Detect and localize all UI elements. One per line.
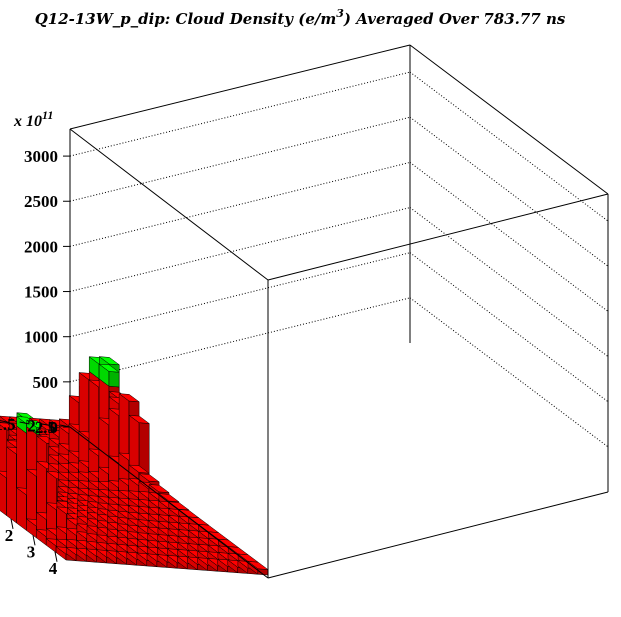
bar-face-top: [167, 501, 190, 511]
bar-face-front: [6, 446, 17, 524]
grid: [69, 71, 609, 448]
y-tick-label: 1.5: [0, 415, 16, 434]
frame-front: [69, 280, 609, 579]
title-tail: ) Averaged Over 783.77 ns: [343, 10, 566, 28]
grid-line: [409, 71, 609, 222]
grid-line: [69, 71, 411, 157]
grid-line: [409, 207, 609, 357]
z-axis-ticks: 0 500 1000 1500 2000 2500 3000: [24, 147, 70, 437]
bar-face-top: [98, 363, 120, 373]
z-tick-label: 2500: [24, 192, 58, 211]
x-tick-label: 3: [27, 542, 36, 561]
title: Q12-13W_p_dip: Cloud Density (e/m3) Aver…: [35, 7, 566, 28]
grid-line: [69, 297, 411, 383]
z-tick-label: 0: [50, 418, 59, 437]
grid-line: [409, 161, 609, 312]
bar-face-top: [128, 464, 150, 474]
bar-face-top: [128, 414, 151, 424]
z-tick-label: 1500: [24, 283, 58, 302]
bar-face-top: [138, 473, 160, 483]
grid-line: [69, 116, 411, 202]
frame-edge: [69, 44, 411, 130]
grid-line: [409, 116, 609, 267]
frame-back: [69, 44, 609, 492]
bar-face-top: [148, 484, 170, 493]
y-tick-label: 2: [27, 417, 36, 436]
exponent-power: 11: [42, 108, 53, 122]
y-tick-mark: [39, 423, 50, 426]
grid-line: [409, 252, 609, 403]
frame-edge: [267, 193, 609, 281]
title-superscript: 3: [336, 7, 344, 20]
z-tick-label: 500: [33, 373, 59, 392]
axis-exponent: x 1011: [13, 108, 53, 130]
bar-face-top: [158, 493, 180, 503]
x-tick-label: 2: [5, 526, 14, 545]
x-tick-label: 4: [49, 559, 58, 578]
frame-edge: [69, 128, 269, 281]
bar-face-top: [118, 393, 140, 403]
grid-line: [69, 161, 411, 247]
x-tick-mark: [10, 518, 14, 529]
y-tick-mark: [0, 420, 10, 423]
grid-line: [409, 297, 609, 448]
z-tick-label: 1000: [24, 328, 58, 347]
bar-face-side: [108, 371, 120, 388]
x-axis-ticks: -4-3-2-101234: [5, 518, 58, 578]
y-tick-mark: [59, 424, 71, 428]
z-tick-label: 3000: [24, 147, 58, 166]
svg-text:Q12-13W_p_dip: Cloud Density (: Q12-13W_p_dip: Cloud Density (e/m3) Aver…: [35, 7, 566, 28]
x-tick-mark: [32, 535, 36, 546]
frame-edge: [267, 491, 609, 579]
frame-edge: [409, 44, 609, 195]
exponent-base: x 10: [13, 113, 42, 130]
frame-edge: [69, 426, 269, 579]
grid-line: [69, 252, 411, 338]
y-tick-label: 2.5: [35, 418, 56, 437]
z-tick-label: 2000: [24, 237, 58, 256]
y-axis-ticks: -2.5-2-1.5-1-0.500.511.522.5: [0, 415, 71, 437]
title-main: Q12-13W_p_dip: Cloud Density (e/m: [35, 10, 337, 28]
svg-text:x 1011: x 1011: [13, 108, 53, 130]
grid-line: [69, 207, 411, 293]
x-tick-mark: [54, 551, 58, 562]
y-tick-mark: [19, 421, 30, 425]
bar-face-top: [98, 356, 121, 366]
